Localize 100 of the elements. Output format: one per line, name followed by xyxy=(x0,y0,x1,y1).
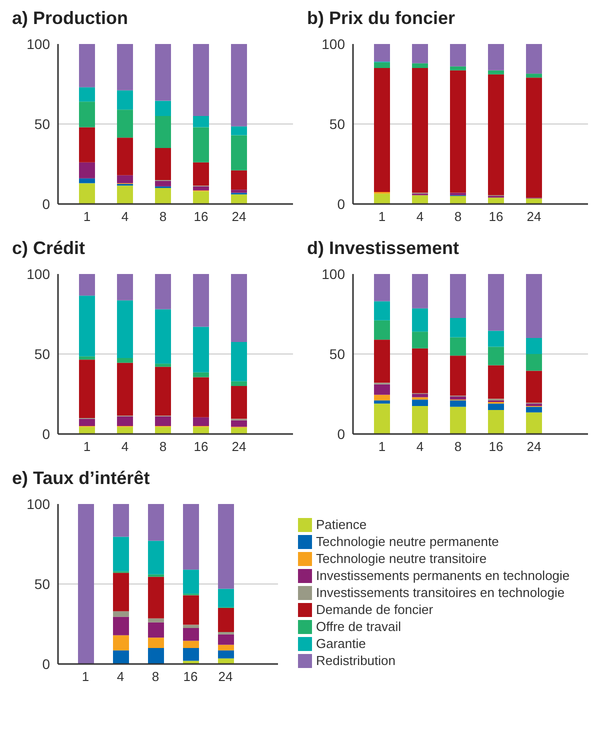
bar xyxy=(155,309,171,364)
bar xyxy=(79,418,95,426)
chart-title: e) Taux d’intérêt xyxy=(12,468,151,490)
bar xyxy=(79,296,95,356)
y-tick-label: 0 xyxy=(42,426,50,442)
bar xyxy=(488,70,504,74)
bar xyxy=(488,198,504,204)
bar xyxy=(450,274,466,318)
bar xyxy=(526,274,542,338)
x-tick-label: 8 xyxy=(454,439,462,454)
legend-label: Demande de foncier xyxy=(316,602,434,616)
bar xyxy=(117,416,133,426)
bar xyxy=(450,318,466,338)
bar xyxy=(218,504,234,589)
bar xyxy=(155,116,171,148)
bar xyxy=(374,404,390,434)
x-tick-label: 4 xyxy=(121,439,129,454)
x-tick-label: 8 xyxy=(454,209,462,224)
y-tick-label: 50 xyxy=(34,576,50,592)
bar xyxy=(231,386,247,419)
bar xyxy=(412,348,428,394)
chart-title: d) Investissement xyxy=(307,238,460,260)
bar xyxy=(412,332,428,348)
bar xyxy=(218,588,234,608)
bar xyxy=(374,62,390,68)
bar xyxy=(450,44,466,66)
bar xyxy=(374,320,390,340)
bar xyxy=(450,396,466,400)
bar xyxy=(374,301,390,320)
bar xyxy=(218,650,234,658)
bar xyxy=(193,44,209,116)
bar xyxy=(412,195,428,204)
bar xyxy=(155,180,171,186)
bar xyxy=(113,611,129,617)
bar xyxy=(231,126,247,136)
bar xyxy=(231,342,247,382)
legend-label: Patience xyxy=(316,516,367,532)
legend-label: Technologie neutre transitoire xyxy=(316,550,487,566)
bar xyxy=(117,300,133,358)
bar xyxy=(193,162,209,186)
bar xyxy=(117,175,133,184)
bar xyxy=(412,406,428,434)
bar xyxy=(412,400,428,406)
y-tick-label: 50 xyxy=(34,116,50,132)
bar xyxy=(155,44,171,101)
bar xyxy=(374,274,390,302)
x-tick-label: 24 xyxy=(218,669,233,684)
bar xyxy=(113,616,129,636)
y-tick-label: 0 xyxy=(337,196,346,212)
bar xyxy=(117,362,133,416)
bar xyxy=(79,87,95,102)
bar xyxy=(193,186,209,190)
y-tick-label: 50 xyxy=(34,346,50,362)
x-tick-label: 8 xyxy=(159,209,167,224)
bar xyxy=(488,410,504,434)
bar xyxy=(113,635,129,650)
bar xyxy=(79,178,95,184)
x-tick-label: 1 xyxy=(83,209,91,224)
bar xyxy=(526,412,542,434)
y-tick-label: 100 xyxy=(322,36,346,52)
bar xyxy=(412,274,428,308)
bar xyxy=(117,274,133,300)
bar xyxy=(412,44,428,64)
bar xyxy=(193,372,209,378)
bar xyxy=(412,397,428,400)
bar xyxy=(412,68,428,193)
bar xyxy=(450,196,466,204)
bar xyxy=(148,504,164,541)
bar xyxy=(183,504,199,570)
legend-label: Redistribution xyxy=(316,652,396,668)
y-tick-label: 100 xyxy=(26,36,50,52)
bar xyxy=(79,102,95,128)
y-tick-label: 100 xyxy=(26,496,50,512)
bar xyxy=(412,308,428,332)
bar xyxy=(488,74,504,196)
bar xyxy=(193,326,209,372)
bar xyxy=(193,127,209,162)
bar xyxy=(526,44,542,74)
bar xyxy=(79,360,95,418)
bar xyxy=(231,428,247,434)
legend-label: Investissements permanents en technologie xyxy=(316,568,570,582)
bar xyxy=(374,384,390,395)
bar xyxy=(155,364,171,367)
chart-title: c) Crédit xyxy=(12,238,86,260)
y-tick-label: 0 xyxy=(337,426,346,442)
bar xyxy=(450,400,466,407)
bar xyxy=(450,356,466,396)
bar xyxy=(526,338,542,354)
x-tick-label: 1 xyxy=(83,439,91,454)
bar xyxy=(412,63,428,68)
x-tick-label: 24 xyxy=(526,209,542,224)
x-tick-label: 16 xyxy=(194,439,208,454)
bar xyxy=(183,648,199,661)
bar xyxy=(79,426,95,434)
bar xyxy=(526,354,542,371)
bar xyxy=(193,274,209,327)
bar xyxy=(218,608,234,632)
bar xyxy=(117,44,133,90)
x-tick-label: 24 xyxy=(526,439,542,454)
bar xyxy=(155,416,171,426)
